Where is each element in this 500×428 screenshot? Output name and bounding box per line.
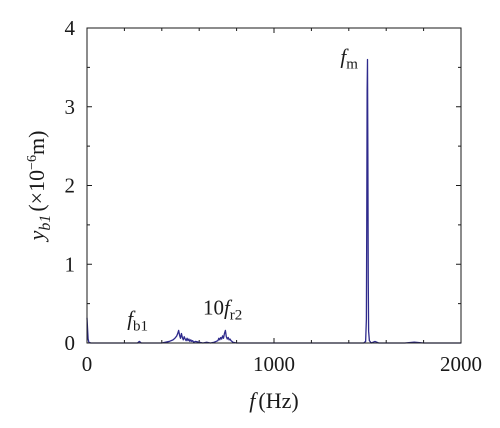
annotation-sub: b1: [133, 319, 148, 335]
y-tick-label: 1: [65, 252, 76, 276]
annotation-var: f: [340, 44, 349, 68]
y-axis-var: y: [24, 230, 49, 242]
x-tick-label: 1000: [253, 352, 295, 376]
y-tick-label: 4: [65, 16, 76, 40]
annotation-coef: 10: [203, 296, 224, 320]
x-tick-label: 0: [82, 352, 93, 376]
axis-ticks: [86, 27, 462, 344]
annotation-sub: m: [346, 56, 358, 72]
x-tick-label: 2000: [440, 352, 482, 376]
annotation-var: f: [127, 307, 136, 331]
plot-frame: [86, 27, 462, 344]
y-tick-label: 0: [65, 331, 76, 355]
y-axis-unit-close: m): [24, 131, 49, 155]
y-axis-label: yb1 (×10−6m): [24, 131, 54, 243]
annotation-var: f: [224, 296, 233, 320]
y-tick-label: 3: [65, 95, 76, 119]
annotation-sub: r2: [230, 308, 243, 324]
x-axis-var: f: [249, 388, 258, 413]
tick-labels: 0 1000 2000 0 1 2 3 4: [65, 16, 483, 376]
y-tick-label: 2: [65, 174, 76, 198]
annotation-fm: fm: [340, 44, 358, 72]
annotation-fb1: fb1: [127, 307, 148, 335]
x-axis-label: f (Hz): [249, 388, 298, 413]
series-line: [86, 58, 461, 344]
y-axis-sub: b1: [37, 215, 54, 231]
annotation-fr2: 10fr2: [203, 296, 242, 324]
y-axis-unit-open: (×10: [24, 170, 49, 212]
x-axis-unit: (Hz): [258, 388, 298, 413]
y-axis-unit-exp: −6: [25, 155, 40, 170]
